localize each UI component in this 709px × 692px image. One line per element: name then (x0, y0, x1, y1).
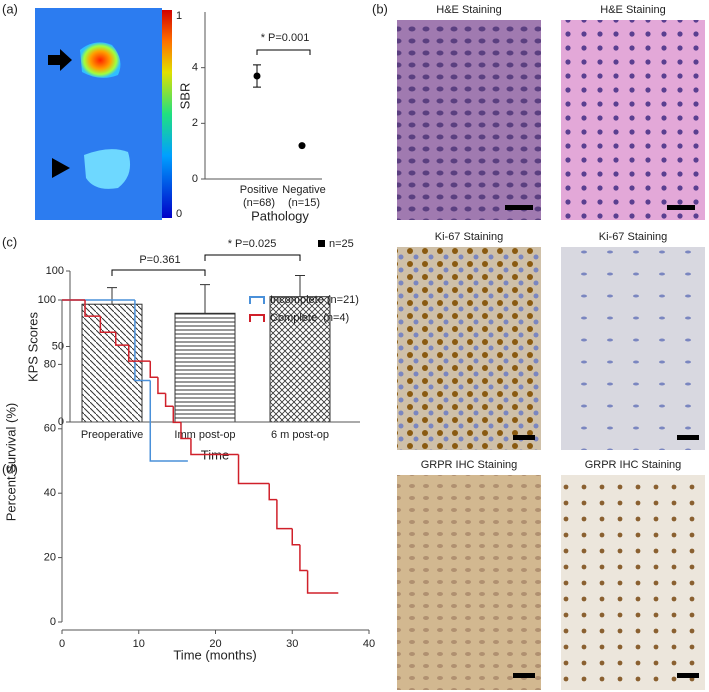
y-tick-label: 100 (46, 265, 64, 277)
survival-step (306, 570, 339, 594)
x-tick-note: (n=15) (288, 197, 320, 209)
y-tick-label: 0 (192, 173, 198, 185)
error-bar (107, 287, 117, 305)
micrograph (561, 247, 705, 450)
point (298, 142, 306, 150)
y-tick-label: 0 (58, 416, 64, 428)
annotation: * P=0.025 (228, 238, 277, 250)
survival-step (190, 438, 239, 456)
x-tick-label: 0 (59, 638, 65, 650)
y-tick-label: 60 (44, 423, 56, 435)
image-title: Ki-67 Staining (435, 231, 504, 243)
error-bar (295, 275, 305, 297)
micrograph (561, 20, 705, 220)
survival-step (180, 422, 191, 440)
x-axis-label: Pathology (251, 208, 309, 223)
y-tick-label: 0 (50, 616, 56, 628)
y-tick-label: 20 (44, 552, 56, 564)
survival-step (268, 483, 277, 501)
error-bar (200, 284, 210, 314)
survival-step (157, 377, 166, 395)
legend-swatch (249, 296, 265, 304)
y-tick-label: 40 (44, 487, 56, 499)
survival-step (99, 316, 116, 333)
arrow (48, 49, 72, 71)
x-axis-label: Time (months) (173, 647, 256, 662)
image-title: H&E Staining (600, 4, 665, 16)
x-tick-label: 40 (363, 638, 375, 650)
survival-step (128, 345, 151, 362)
legend-label: n=25 (329, 238, 354, 250)
micrograph (397, 475, 541, 690)
colorbar-tick-label: 0 (176, 208, 182, 220)
x-tick-label: Positive (240, 184, 279, 196)
hot-spot (80, 42, 121, 78)
annotation: * P=0.001 (261, 32, 310, 44)
panel-label: (c) (2, 234, 17, 249)
image-title: H&E Staining (436, 4, 501, 16)
y-tick-label: 50 (52, 340, 64, 352)
x-tick-label: Negative (282, 184, 325, 196)
bar (81, 303, 143, 423)
image-title: GRPR IHC Staining (585, 459, 682, 471)
bar (174, 312, 236, 423)
survival-step (134, 300, 151, 382)
y-axis-label: KPS Scores (25, 311, 40, 382)
x-tick-note: (n=68) (243, 197, 275, 209)
y-tick-label: 2 (192, 117, 198, 129)
y-tick-label: 100 (38, 294, 56, 306)
y-axis-label: Percent Survival (%) (3, 403, 18, 521)
point (253, 72, 261, 80)
survival-step (149, 380, 188, 462)
bar (269, 296, 331, 423)
image-title: Ki-67 Staining (599, 231, 668, 243)
survival-step (291, 528, 300, 546)
annotation: P=0.361 (139, 254, 180, 266)
survival-step (237, 454, 270, 485)
x-tick-label: 10 (133, 638, 145, 650)
image-title: GRPR IHC Staining (421, 459, 518, 471)
bracket (204, 254, 301, 261)
legend-swatch (249, 314, 265, 322)
cool-spot (84, 149, 131, 189)
survival-step (84, 300, 101, 317)
legend-swatch (318, 240, 325, 247)
x-tick-label: 30 (286, 638, 298, 650)
x-tick-label: 6 m post-op (271, 429, 329, 441)
micrograph (397, 247, 541, 450)
panel-label: (b) (372, 1, 388, 16)
micrograph (561, 475, 705, 690)
colorbar-tick-label: 1 (176, 10, 182, 22)
colorbar (162, 10, 172, 218)
micrograph (397, 20, 541, 220)
bracket (111, 269, 206, 276)
legend-label: Complete (n=4) (270, 312, 349, 324)
survival-step (164, 393, 174, 408)
survival-step (114, 332, 129, 346)
x-tick-label: 20 (209, 638, 221, 650)
y-tick-label: 80 (44, 358, 56, 370)
survival-step (276, 499, 293, 530)
scale-bars (505, 205, 699, 678)
x-tick-label: Preoperative (81, 429, 143, 441)
y-axis-label: SBR (177, 83, 192, 110)
arrowhead (52, 158, 70, 178)
survival-step (149, 361, 158, 379)
panel-label: (a) (2, 1, 18, 16)
bracket (256, 49, 311, 55)
legend-label: Incomplete (n=21) (270, 294, 359, 306)
y-tick-label: 4 (192, 62, 198, 74)
panel-label: (d) (2, 461, 18, 476)
heatmap (35, 8, 162, 220)
survival-step (299, 544, 308, 572)
survival-step (172, 406, 181, 424)
